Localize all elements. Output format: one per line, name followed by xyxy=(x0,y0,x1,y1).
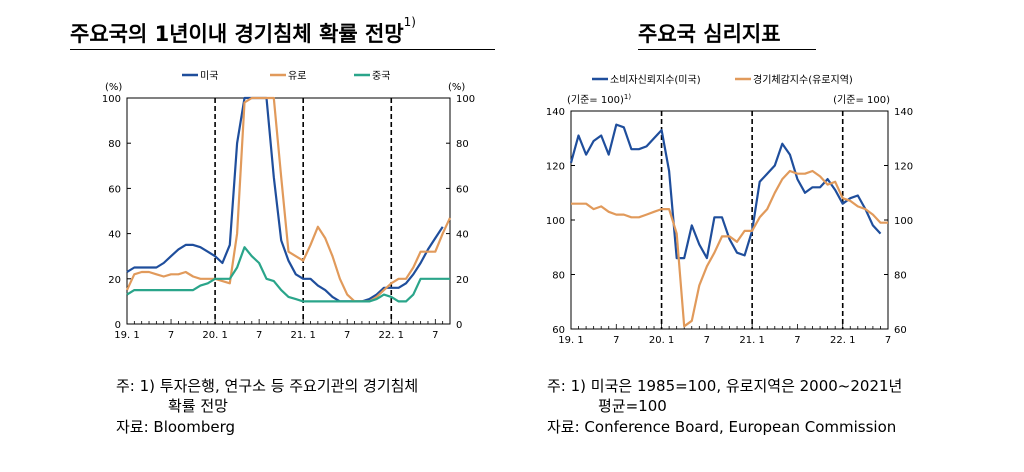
right-note-1: 주: 1) 미국은 1985=100, 유로지역은 2000~2021년 xyxy=(547,377,903,395)
left-title-underline xyxy=(70,49,495,50)
right-legend-label-us_conf: 소비자신뢰지수(미국) xyxy=(610,74,701,86)
left-note-1: 주: 1) 투자은행, 연구소 등 주요기관의 경기침체 xyxy=(116,377,419,395)
left-ytick-label-left: 60 xyxy=(108,184,121,195)
left-unit-left: (%) xyxy=(105,82,122,93)
left-ytick-label-left: 80 xyxy=(108,139,121,150)
right-unit-left: (기준= 100)1) xyxy=(567,93,631,106)
right-ytick-label-left: 100 xyxy=(546,216,565,227)
right-xtick-label: 21. 1 xyxy=(739,335,764,346)
left-xtick-label: 7 xyxy=(432,330,438,341)
right-series-line-us_conf xyxy=(569,123,882,260)
left-ytick-label-left: 0 xyxy=(115,320,121,331)
left-ytick-label-right: 60 xyxy=(456,184,469,195)
right-note-2: 평균=100 xyxy=(598,397,667,415)
right-unit-right: (기준= 100) xyxy=(833,94,890,106)
right-panel-title: 주요국 심리지표 xyxy=(638,18,781,48)
right-note-source: 자료: Conference Board, European Commissio… xyxy=(547,418,897,436)
left-ytick-label-right: 100 xyxy=(456,94,475,105)
left-legend-label-euro: 유로 xyxy=(288,70,306,82)
right-title-underline xyxy=(638,49,816,50)
right-title-text: 주요국 심리지표 xyxy=(638,22,781,46)
left-xtick-label: 20. 1 xyxy=(202,330,227,341)
left-title-sup: 1) xyxy=(403,15,416,29)
left-xtick-label: 7 xyxy=(256,330,262,341)
left-legend-label-us: 미국 xyxy=(200,70,218,82)
right-ytick-label-right: 60 xyxy=(894,325,907,336)
right-xtick-label: 7 xyxy=(794,335,800,346)
left-legend-label-china: 중국 xyxy=(372,70,390,82)
left-ytick-label-right: 20 xyxy=(456,275,469,286)
left-xtick-label: 22. 1 xyxy=(379,330,404,341)
right-xtick-label: 19. 1 xyxy=(558,335,583,346)
right-ytick-label-right: 80 xyxy=(894,271,907,282)
right-xtick-label: 7 xyxy=(885,335,891,346)
left-xtick-label: 21. 1 xyxy=(290,330,315,341)
left-series-line-us xyxy=(126,96,444,303)
left-unit-right: (%) xyxy=(448,82,465,93)
right-xtick-label: 7 xyxy=(704,335,710,346)
right-ytick-label-left: 120 xyxy=(546,162,565,173)
left-ytick-label-right: 40 xyxy=(456,230,469,241)
right-plot-frame xyxy=(570,110,889,330)
right-ytick-label-right: 120 xyxy=(894,162,913,173)
left-xtick-label: 19. 1 xyxy=(114,330,139,341)
left-series-line-china xyxy=(126,246,450,303)
right-series-line-eu_sent xyxy=(571,169,888,328)
left-ytick-label-left: 100 xyxy=(102,94,121,105)
right-xtick-label: 22. 1 xyxy=(830,335,855,346)
right-ytick-label-left: 60 xyxy=(552,325,565,336)
left-title-text: 주요국의 1년이내 경기침체 확률 전망 xyxy=(70,22,404,46)
left-ytick-label-left: 40 xyxy=(108,230,121,241)
right-legend-label-eu_sent: 경기체감지수(유로지역) xyxy=(753,73,853,86)
left-series-line-euro xyxy=(126,96,451,303)
right-xtick-label: 20. 1 xyxy=(649,335,674,346)
right-ytick-label-left: 80 xyxy=(552,271,565,282)
right-ytick-label-right: 140 xyxy=(894,107,913,118)
right-ytick-label-left: 140 xyxy=(546,107,565,118)
right-xtick-label: 7 xyxy=(613,335,619,346)
left-ytick-label-right: 80 xyxy=(456,139,469,150)
right-ytick-label-right: 100 xyxy=(894,216,913,227)
left-xtick-label: 7 xyxy=(168,330,174,341)
left-ytick-label-left: 20 xyxy=(108,275,121,286)
left-panel-title: 주요국의 1년이내 경기침체 확률 전망1) xyxy=(70,15,416,48)
left-ytick-label-right: 0 xyxy=(456,320,462,331)
left-note-source: 자료: Bloomberg xyxy=(116,418,236,436)
left-note-2: 확률 전망 xyxy=(168,397,228,415)
left-xtick-label: 7 xyxy=(344,330,350,341)
right-unit-left-sup: 1) xyxy=(624,93,631,101)
